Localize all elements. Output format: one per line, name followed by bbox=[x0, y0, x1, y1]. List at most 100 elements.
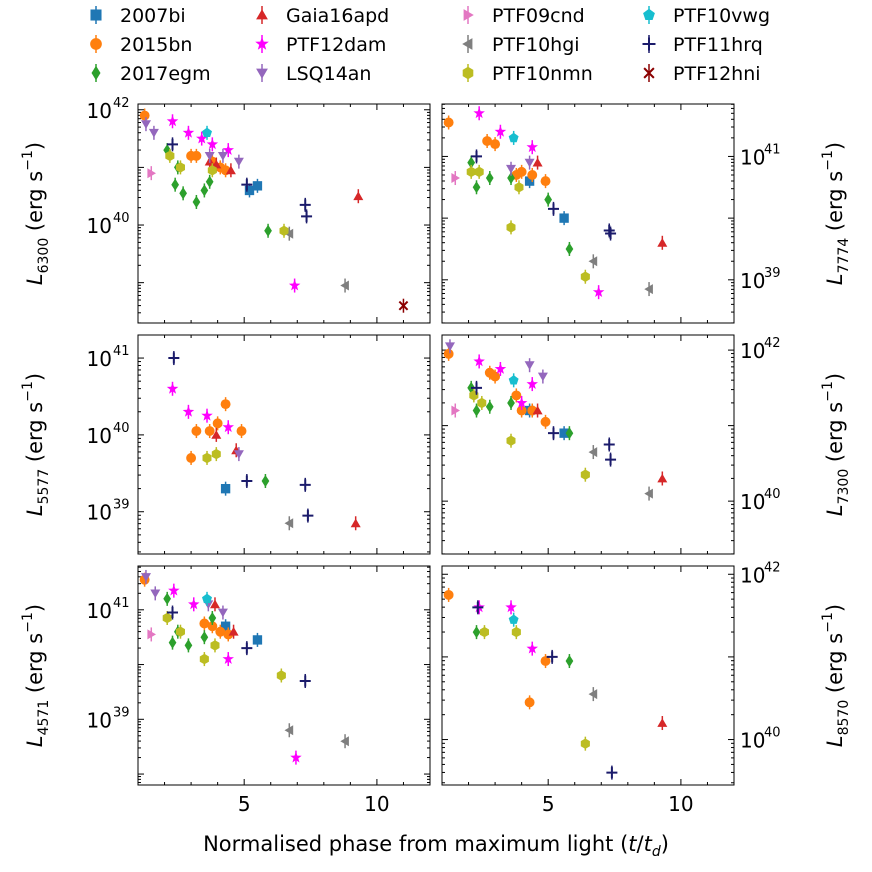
data-point-2007bi bbox=[220, 621, 231, 631]
y-tick-exponent: 42 bbox=[764, 336, 781, 351]
data-point-ptf12dam bbox=[526, 141, 538, 153]
data-point-2017egm bbox=[565, 427, 574, 440]
data-point-2015bn bbox=[490, 371, 501, 382]
series-lsq14an bbox=[445, 339, 548, 384]
y-tick-base: 10 bbox=[87, 214, 112, 238]
data-point-ptf11hrq bbox=[605, 228, 617, 240]
y-axis-label-7774: L7774 (erg s−1) bbox=[820, 142, 852, 285]
series-gaia16apd bbox=[204, 154, 364, 204]
data-point-ptf12dam bbox=[288, 279, 301, 291]
data-point-ptf10nmn bbox=[175, 162, 185, 173]
data-point-ptf10hgi bbox=[340, 736, 349, 747]
data-point-2015bn bbox=[215, 626, 226, 637]
y-tick-base: 10 bbox=[87, 347, 112, 371]
series-ptf12dam bbox=[473, 354, 538, 410]
data-point-ptf10nmn bbox=[211, 448, 221, 460]
panel-frame bbox=[441, 103, 735, 324]
data-point-ptf11hrq bbox=[299, 479, 311, 491]
data-point-ptf10hgi bbox=[284, 228, 294, 239]
series-2015bn bbox=[443, 115, 551, 189]
legend-label-ptf12hni: PTF12hni bbox=[673, 63, 761, 85]
data-point-ptf11hrq bbox=[299, 199, 311, 211]
data-point-lsq14an bbox=[217, 608, 228, 618]
data-point-ptf10hgi bbox=[284, 518, 294, 529]
series-ptf10hgi bbox=[284, 226, 349, 293]
legend-label-ptf11hrq: PTF11hrq bbox=[673, 34, 763, 56]
data-point-lsq14an bbox=[217, 152, 228, 161]
data-point-2007bi bbox=[559, 428, 569, 438]
y-tick-exponent: 40 bbox=[764, 487, 781, 502]
y-tick-base: 10 bbox=[740, 339, 765, 363]
data-point-lsq14an bbox=[204, 152, 215, 161]
legend: 2007bi 2015bn 2017egm Gaia16apd PTF12dam LSQ1… bbox=[90, 5, 770, 85]
data-point-2007bi bbox=[244, 185, 255, 196]
data-point-ptf12dam bbox=[505, 601, 517, 613]
data-point-2015bn bbox=[207, 621, 218, 632]
data-point-ptf09cnd bbox=[451, 405, 460, 416]
data-point-ptf12dam bbox=[222, 144, 234, 155]
data-point-ptf10nmn bbox=[466, 166, 476, 178]
data-point-2017egm bbox=[205, 175, 214, 188]
data-point-2017egm bbox=[192, 195, 201, 208]
data-point-2017egm bbox=[472, 626, 481, 639]
legend-entry-ptf10hgi: PTF10hgi bbox=[462, 34, 580, 56]
series-ptf10vwg bbox=[202, 125, 212, 140]
data-point-2007bi bbox=[559, 213, 569, 223]
series-lsq14an bbox=[233, 447, 244, 462]
y-tick-base: 10 bbox=[87, 708, 112, 732]
y-tick-exponent: 39 bbox=[113, 705, 130, 720]
legend-entry-ptf09cnd: PTF09cnd bbox=[463, 5, 585, 27]
y-tick-exponent: 42 bbox=[764, 560, 781, 575]
legend-entry-ptf10nmn: PTF10nmn bbox=[462, 63, 593, 85]
data-point-ptf10nmn bbox=[202, 452, 212, 464]
data-point-2017egm bbox=[565, 655, 574, 668]
data-point-ptf10hgi bbox=[644, 488, 653, 499]
data-point-ptf12dam bbox=[206, 138, 219, 150]
data-point-2017egm bbox=[163, 592, 171, 605]
legend-label-ptf12dam: PTF12dam bbox=[286, 34, 386, 56]
data-point-gaia16apd bbox=[657, 473, 668, 483]
data-point-ptf10hgi bbox=[588, 256, 598, 267]
data-point-2015bn bbox=[212, 418, 223, 429]
data-point-2015bn bbox=[490, 139, 501, 150]
data-point-ptf10nmn bbox=[514, 182, 524, 193]
series-ptf10nmn bbox=[162, 611, 286, 683]
data-point-ptf12dam bbox=[188, 598, 200, 610]
data-point-ptf12dam bbox=[515, 396, 528, 408]
series-ptf11hrq bbox=[168, 351, 314, 523]
series-ptf12dam bbox=[473, 106, 605, 300]
data-point-ptf10nmn bbox=[279, 225, 289, 236]
data-point-ptf12dam bbox=[473, 355, 485, 367]
data-point-ptf12dam bbox=[196, 132, 208, 144]
legend-label-2015bn: 2015bn bbox=[120, 34, 192, 56]
data-point-ptf11hrq bbox=[302, 510, 314, 522]
data-point-ptf11hrq bbox=[241, 475, 253, 487]
series-ptf11hrq bbox=[167, 605, 311, 688]
data-point-ptf11hrq bbox=[167, 607, 179, 619]
y-tick-base: 10 bbox=[87, 599, 112, 623]
series-2017egm bbox=[261, 474, 270, 488]
data-point-gaia16apd bbox=[657, 718, 668, 727]
series-ptf10hgi bbox=[588, 254, 653, 297]
y-tick-base: 10 bbox=[740, 490, 765, 514]
series-gaia16apd bbox=[211, 427, 361, 531]
data-point-ptf11hrq bbox=[471, 382, 483, 394]
legend-label-lsq14an: LSQ14an bbox=[286, 63, 371, 85]
data-point-ptf12hni bbox=[398, 300, 409, 311]
y-tick-base: 10 bbox=[87, 424, 112, 448]
data-point-2017egm bbox=[472, 181, 481, 194]
y-axis-label-6300: L6300 (erg s−1) bbox=[20, 142, 52, 285]
data-point-lsq14an bbox=[506, 164, 516, 174]
series-gaia16apd bbox=[657, 716, 668, 731]
data-point-ptf10nmn bbox=[162, 612, 172, 624]
series-2017egm bbox=[472, 625, 574, 669]
legend-entry-ptf12dam: PTF12dam bbox=[255, 34, 386, 56]
data-point-ptf12dam bbox=[222, 653, 234, 664]
data-point-ptf12dam bbox=[201, 409, 213, 421]
legend-label-ptf10nmn: PTF10nmn bbox=[492, 63, 593, 85]
